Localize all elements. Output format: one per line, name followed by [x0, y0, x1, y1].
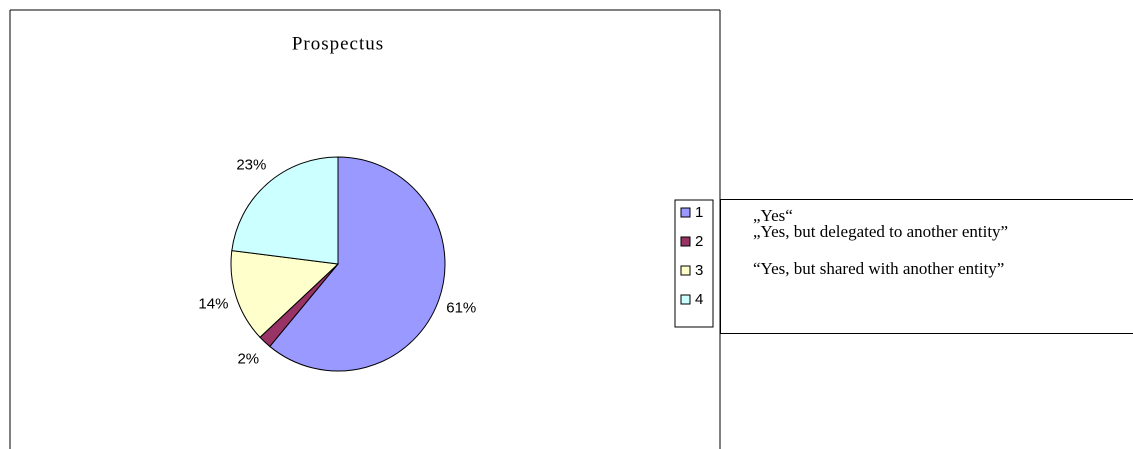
pie-slice	[230, 250, 340, 338]
legend-box	[674, 199, 714, 328]
data-label: 23%	[236, 157, 266, 174]
legend-swatch	[680, 265, 691, 276]
pie-slice	[231, 156, 339, 265]
note: „Yes, but delegated to another entity”	[753, 222, 1009, 241]
data-label: 2%	[237, 350, 259, 367]
note: „Yes“	[753, 206, 793, 225]
pie-slice	[269, 156, 446, 372]
legend-label: 3	[695, 262, 703, 279]
legend-label: 2	[695, 233, 703, 250]
notes-box: „Yes“ „Yes, but delegated to another ent…	[720, 199, 1133, 334]
legend-swatch	[680, 207, 691, 218]
legend-swatch	[680, 294, 691, 305]
legend-label: 1	[695, 204, 703, 221]
note: “Yes, but shared with another entity”	[753, 259, 1005, 278]
data-label: 61%	[446, 299, 476, 316]
legend-swatch	[680, 236, 691, 247]
chart-title: Prospectus	[292, 33, 384, 54]
legend-label: 4	[695, 291, 703, 308]
data-label: 14%	[198, 295, 228, 312]
